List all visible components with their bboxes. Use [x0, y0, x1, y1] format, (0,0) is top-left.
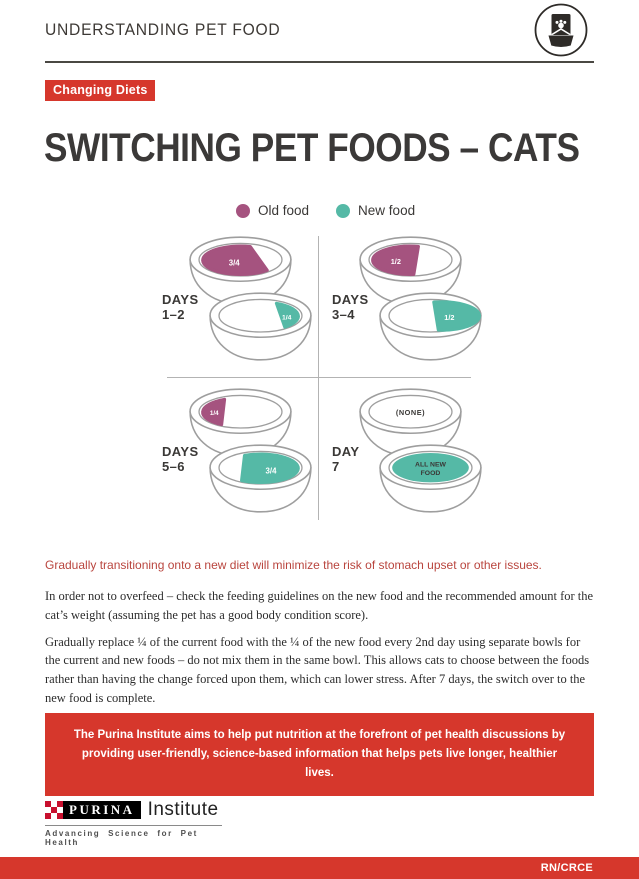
purina-institute-callout: The Purina Institute aims to help put nu… — [45, 713, 594, 796]
legend-new-label: New food — [358, 203, 416, 218]
page-title: SWITCHING PET FOODS – CATS — [44, 126, 580, 170]
diagram-horizontal-divider — [167, 377, 471, 378]
purina-institute-logo: PURINA Institute Advancing Science for P… — [45, 799, 235, 847]
day-number: 7 — [332, 458, 340, 474]
legend: Old food New food — [236, 203, 415, 218]
day-label-3-4: DAYS 3–4 — [332, 292, 369, 323]
category-badge: Changing Diets — [45, 80, 156, 101]
old-food-portion — [371, 244, 420, 276]
new-portion-label: 1/2 — [444, 313, 454, 322]
day-label-1-2: DAYS 1–2 — [162, 292, 199, 323]
day-label-5-6: DAYS 5–6 — [162, 444, 199, 475]
legend-item-old-food: Old food — [236, 203, 309, 218]
new-food-portion — [240, 452, 300, 484]
bowls-days-1-2: 3/4 1/4 — [189, 236, 312, 361]
footer-bar: RN/CRCE — [0, 857, 639, 879]
old-food-dot-icon — [236, 203, 250, 218]
old-portion-label: 1/2 — [391, 257, 401, 266]
purina-wordmark: PURINA — [63, 801, 141, 819]
day-word: DAY — [332, 444, 360, 459]
none-label: (NONE) — [396, 408, 425, 417]
header-divider — [45, 61, 594, 63]
all-new-food-label-line1: ALL NEW — [415, 462, 446, 469]
legend-item-new-food: New food — [336, 203, 415, 218]
day-word: DAYS — [332, 292, 369, 307]
new-food-portion — [274, 301, 300, 329]
old-portion-label: 1/4 — [210, 410, 219, 417]
paragraph-1: In order not to overfeed – check the fee… — [45, 589, 594, 622]
new-portion-label: 3/4 — [266, 467, 278, 476]
new-food-portion-full — [392, 453, 469, 483]
logo-divider — [45, 825, 222, 826]
paragraph-2: Gradually replace ¼ of the current food … — [45, 634, 590, 705]
day-label-7: DAY 7 — [332, 444, 360, 475]
institute-wordmark: Institute — [147, 799, 219, 820]
pet-food-bag-and-bowl-icon — [534, 3, 588, 57]
highlight-sentence: Gradually transitioning onto a new diet … — [45, 558, 542, 572]
new-portion-label: 1/4 — [282, 314, 292, 321]
new-food-dot-icon — [336, 203, 351, 218]
bowls-days-5-6: 1/4 3/4 — [189, 388, 312, 513]
old-portion-label: 3/4 — [229, 259, 241, 268]
day-word: DAYS — [162, 444, 199, 459]
document-title: UNDERSTANDING PET FOOD — [45, 20, 281, 39]
diagram-vertical-divider — [318, 236, 319, 520]
old-food-portion — [201, 244, 269, 276]
day-range: 1–2 — [162, 306, 185, 322]
bowls-days-3-4: 1/2 1/2 — [359, 236, 482, 361]
logo-tagline: Advancing Science for Pet Health — [45, 829, 198, 847]
day-word: DAYS — [162, 292, 199, 307]
new-food-portion — [432, 300, 482, 332]
purina-checkerboard-icon — [45, 801, 63, 819]
legend-old-label: Old food — [258, 203, 310, 218]
bowls-day-7: (NONE) ALL NEW FOOD — [359, 388, 482, 513]
old-food-portion — [201, 397, 227, 427]
footer-code: RN/CRCE — [540, 862, 593, 874]
day-range: 5–6 — [162, 458, 185, 474]
all-new-food-label-line2: FOOD — [421, 470, 441, 477]
day-range: 3–4 — [332, 306, 355, 322]
